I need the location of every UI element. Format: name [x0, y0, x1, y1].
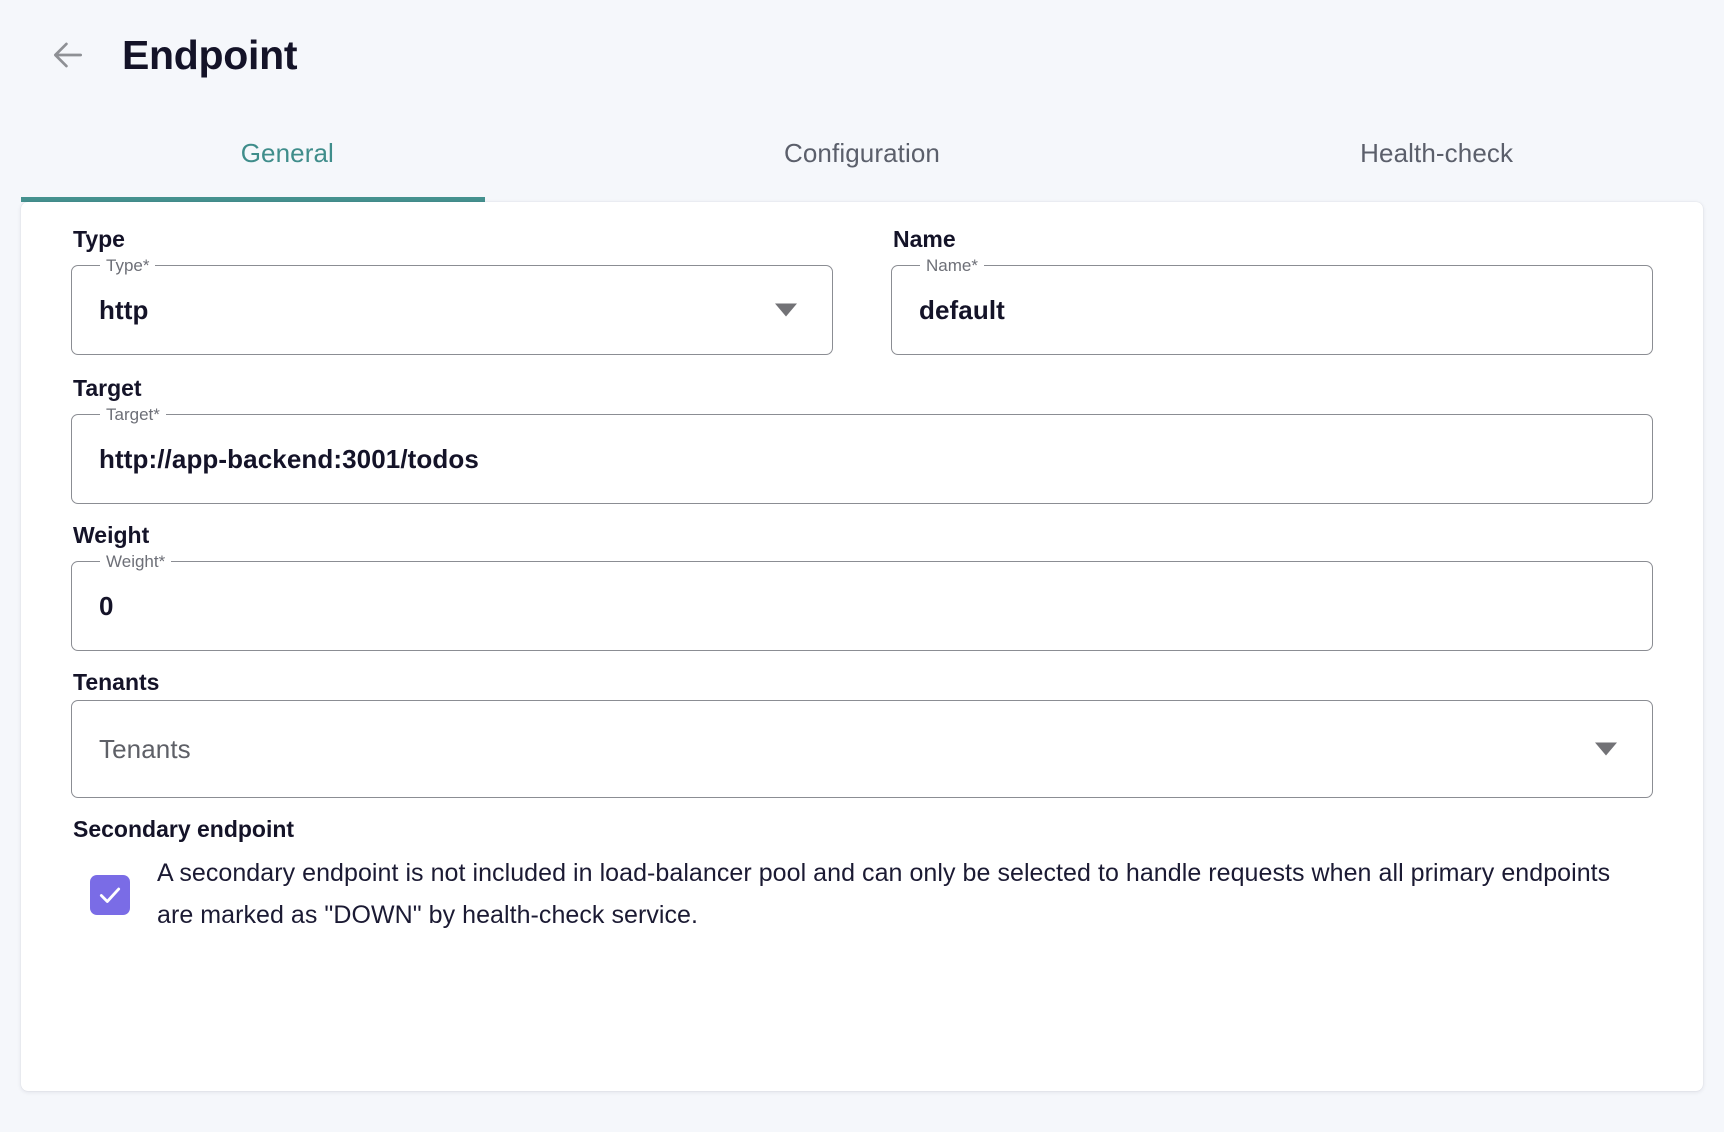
active-tab-indicator: [21, 197, 485, 202]
type-name-row: Type Type* http Name Name* default: [71, 224, 1653, 373]
name-field-block: Name Name* default: [891, 224, 1653, 371]
chevron-down-icon[interactable]: [1595, 742, 1617, 756]
check-icon: [97, 882, 123, 908]
secondary-endpoint-row: A secondary endpoint is not included in …: [71, 853, 1653, 936]
target-field-block: Target Target* http://app-backend:3001/t…: [71, 373, 1653, 505]
secondary-endpoint-checkbox[interactable]: [90, 875, 130, 916]
back-button[interactable]: [42, 29, 94, 81]
tenants-field-block: Tenants Tenants: [71, 667, 1653, 799]
name-value: default: [919, 294, 1005, 325]
secondary-endpoint-block: Secondary endpoint A secondary endpoint …: [71, 814, 1653, 936]
secondary-endpoint-description: A secondary endpoint is not included in …: [157, 859, 1611, 929]
target-input[interactable]: Target* http://app-backend:3001/todos: [71, 406, 1653, 505]
weight-field-block: Weight Weight* 0: [71, 520, 1653, 652]
tenants-select[interactable]: Tenants: [71, 700, 1653, 799]
secondary-endpoint-section-label: Secondary endpoint: [73, 816, 295, 843]
general-form-card: Type Type* http Name Name* default Targe…: [21, 202, 1703, 1091]
tenants-section-label: Tenants: [73, 669, 160, 696]
tenants-placeholder: Tenants: [99, 733, 191, 764]
target-section-label: Target: [73, 375, 142, 402]
type-select[interactable]: Type* http: [71, 257, 833, 356]
type-section-label: Type: [73, 226, 125, 252]
arrow-left-icon: [49, 36, 87, 74]
type-value: http: [99, 294, 149, 325]
tab-health-check[interactable]: Health-check: [1360, 137, 1514, 168]
weight-value: 0: [99, 590, 114, 621]
chevron-down-icon[interactable]: [775, 303, 797, 317]
type-field-block: Type Type* http: [71, 224, 833, 371]
tab-bar: General Configuration Health-check: [0, 110, 1724, 202]
page-header: Endpoint: [0, 0, 1724, 110]
weight-input[interactable]: Weight* 0: [71, 553, 1653, 652]
target-value: http://app-backend:3001/todos: [99, 443, 479, 474]
name-section-label: Name: [893, 226, 956, 252]
name-input[interactable]: Name* default: [891, 257, 1653, 356]
tab-configuration[interactable]: Configuration: [784, 137, 940, 168]
tab-general[interactable]: General: [240, 137, 334, 168]
weight-section-label: Weight: [73, 522, 150, 549]
page-title: Endpoint: [122, 31, 298, 78]
